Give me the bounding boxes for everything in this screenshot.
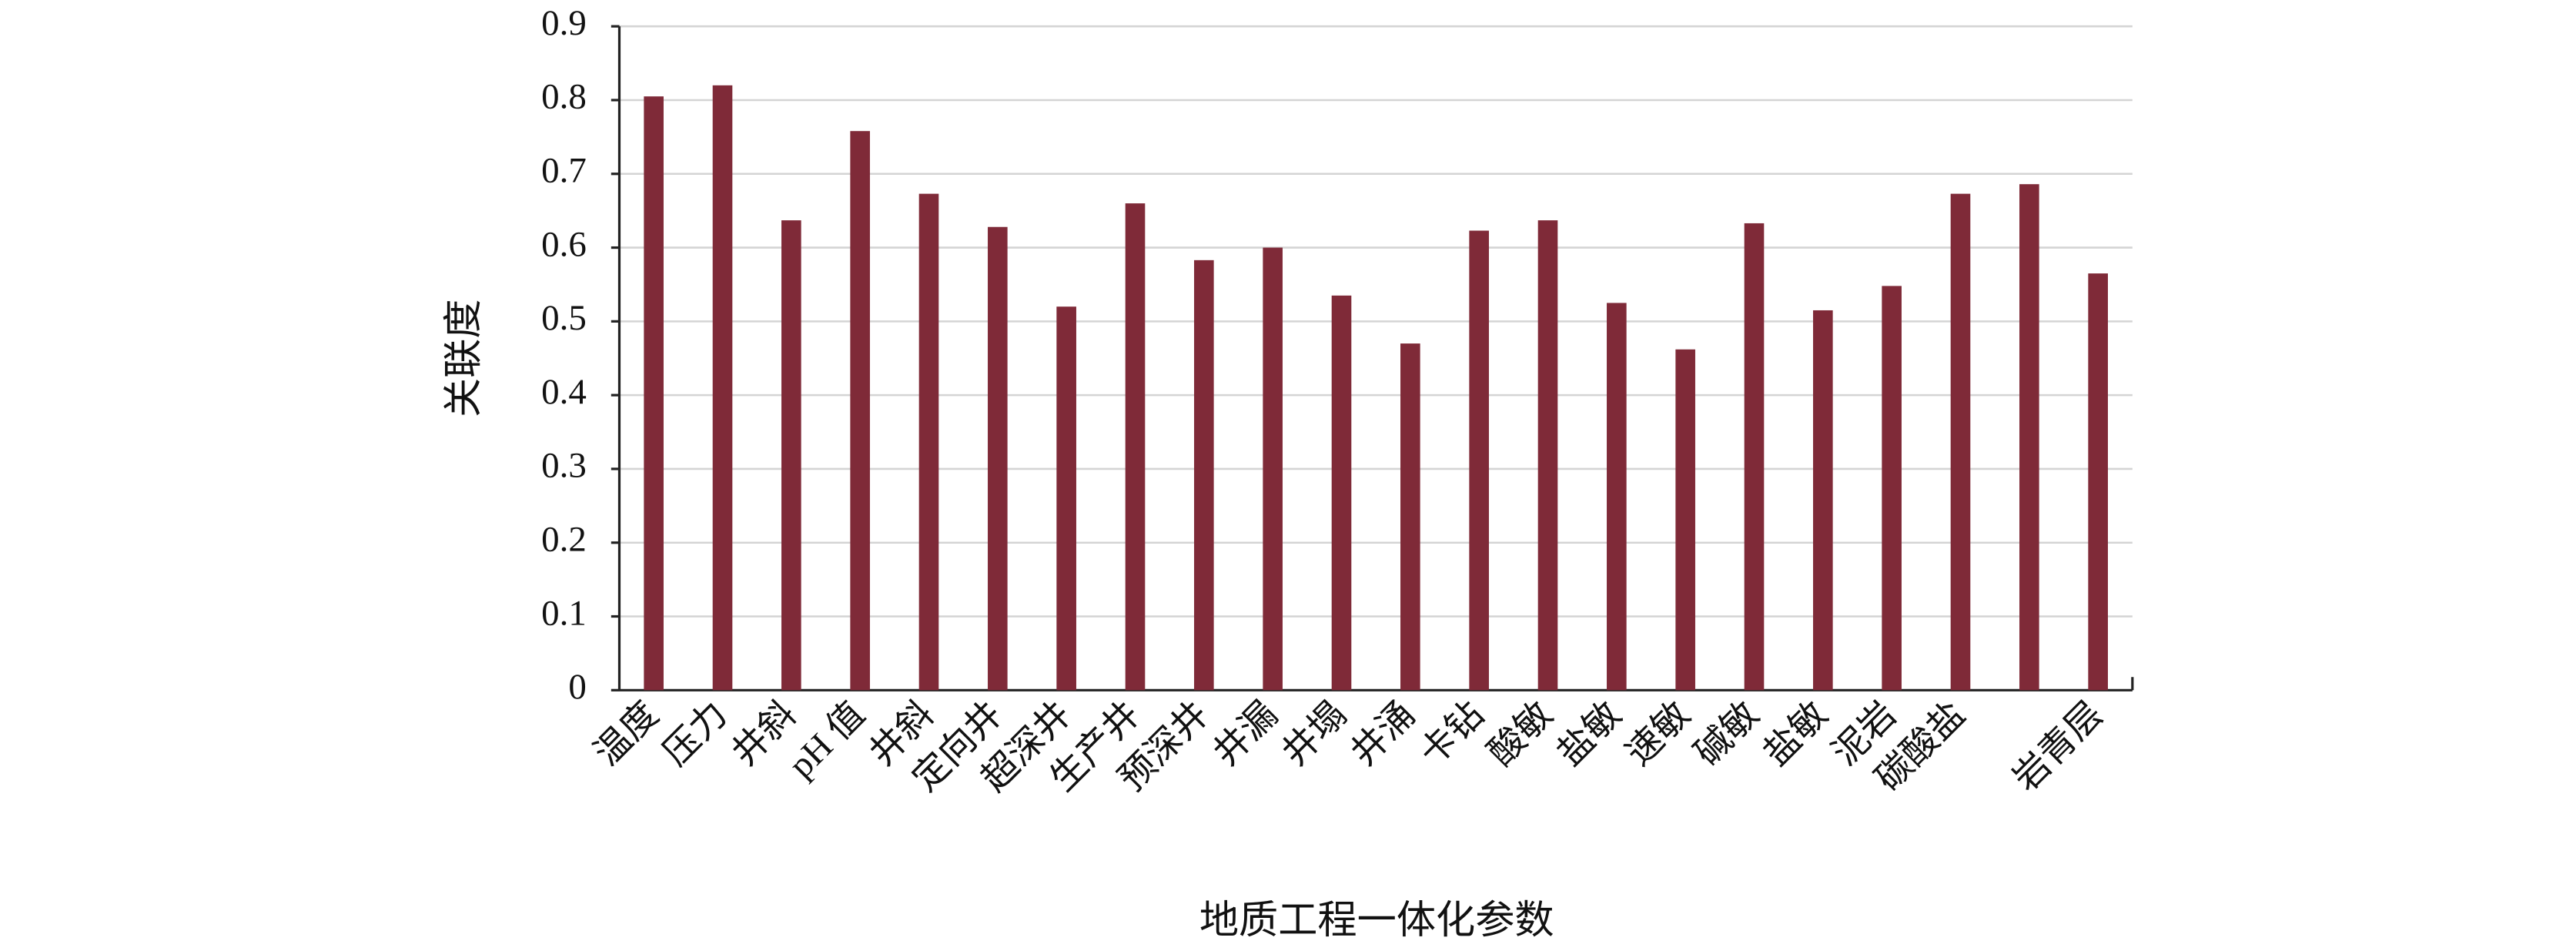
bar <box>1194 260 1214 691</box>
y-tick-label: 0.9 <box>541 3 587 43</box>
bar <box>1744 223 1765 691</box>
x-tick-label: 井漏 <box>1206 694 1285 773</box>
x-tick-label: 盐敏 <box>1550 694 1629 773</box>
x-tick-label: 碱敏 <box>1688 694 1767 773</box>
y-tick-label: 0 <box>568 667 586 707</box>
x-tick-label: 速敏 <box>1618 694 1698 773</box>
x-tick-label: 卡钻 <box>1412 694 1491 773</box>
bar <box>644 96 664 691</box>
bar <box>1469 230 1489 691</box>
y-tick-label: 0.6 <box>541 224 587 264</box>
bar <box>1950 193 1971 691</box>
y-tick-label: 0.7 <box>541 151 587 191</box>
y-tick-label: 0.1 <box>541 593 587 633</box>
x-tick-label: 温度 <box>587 694 666 773</box>
x-tick-label: 井涌 <box>1343 694 1423 773</box>
bar <box>712 85 733 691</box>
y-tick-label: 0.2 <box>541 519 587 559</box>
x-axis-title: 地质工程一体化参数 <box>1199 899 1554 943</box>
y-tick-label: 0.8 <box>541 77 587 117</box>
bar <box>1607 303 1627 691</box>
x-tick-label: 酸敏 <box>1481 694 1561 773</box>
bar <box>1125 203 1146 691</box>
bar <box>1813 310 1833 691</box>
bar <box>2088 273 2108 691</box>
bar <box>1331 295 1352 691</box>
bar <box>1263 247 1283 691</box>
bar <box>988 226 1008 691</box>
bar <box>781 220 801 691</box>
x-tick-label: pH 值 <box>781 694 873 785</box>
x-tick-label: 盐敏 <box>1756 694 1835 773</box>
y-tick-label: 0.5 <box>541 298 587 338</box>
bar <box>2019 184 2039 691</box>
x-tick-label: 岩青层 <box>2006 694 2110 799</box>
bar <box>1675 349 1695 691</box>
y-axis-title: 关联度 <box>442 299 486 417</box>
y-tick-label: 0.4 <box>541 372 587 412</box>
bar <box>1882 286 1902 691</box>
bar <box>1400 343 1420 691</box>
bar <box>918 193 939 691</box>
bar <box>1537 220 1558 691</box>
bar <box>850 131 870 691</box>
bar <box>1056 306 1076 691</box>
y-tick-label: 0.3 <box>541 446 587 486</box>
x-tick-label: 压力 <box>656 694 735 773</box>
x-tick-label: 井塌 <box>1275 694 1354 773</box>
